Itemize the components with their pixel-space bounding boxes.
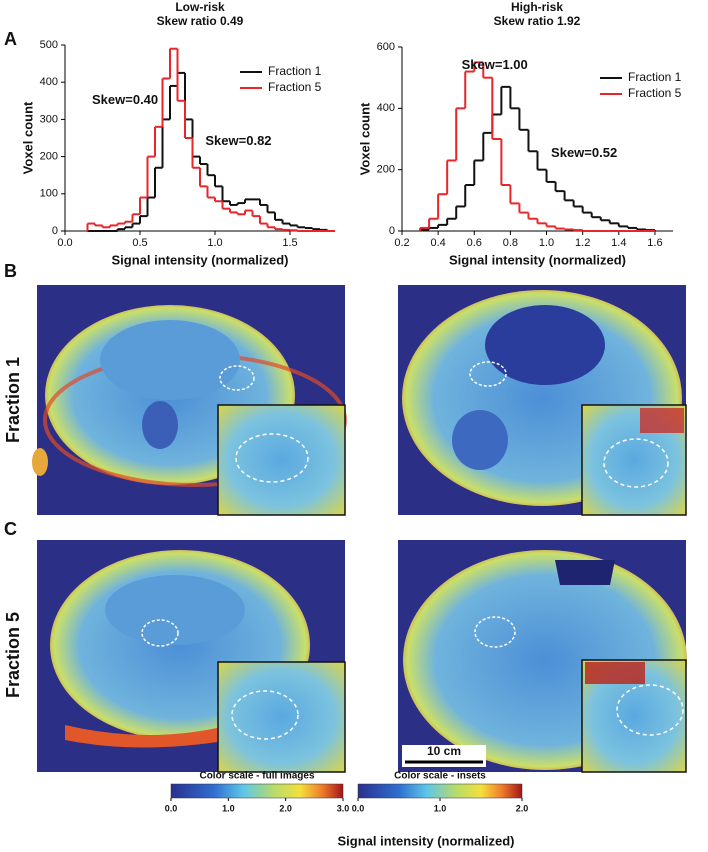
- x-axis-label: Signal intensity (normalized): [449, 252, 626, 267]
- colorbar-axis-label: Signal intensity (normalized): [338, 833, 515, 848]
- y-axis-label: Voxel count: [357, 102, 372, 175]
- x-axis-label: Signal intensity (normalized): [112, 252, 289, 267]
- y-tick-label: 400: [377, 102, 395, 114]
- panel-label: B: [4, 261, 17, 281]
- chart-subtitle: Skew ratio 1.92: [494, 14, 581, 28]
- row-label: Fraction 1: [3, 357, 23, 443]
- colorbar-tick-label: 0.0: [352, 803, 365, 813]
- colorbar: [170, 783, 344, 799]
- x-tick-label: 0.2: [394, 237, 409, 249]
- colorbar-tick-label: 3.0: [337, 803, 350, 813]
- x-tick-label: 0.5: [132, 237, 147, 249]
- y-tick-label: 300: [40, 113, 58, 125]
- y-axis-label: Voxel count: [20, 101, 35, 174]
- annotation: Skew=0.40: [92, 92, 158, 107]
- colorbar-tick-label: 1.0: [434, 803, 447, 813]
- colorbar: [357, 783, 523, 799]
- y-tick-label: 200: [40, 151, 58, 163]
- chart-title: High-risk: [511, 0, 563, 14]
- x-tick-label: 0.4: [430, 237, 445, 249]
- annotation: Skew=0.52: [551, 145, 617, 160]
- x-tick-label: 0.8: [503, 237, 518, 249]
- mr-image: [398, 540, 687, 773]
- x-tick-label: 1.2: [575, 237, 590, 249]
- panel-label: A: [4, 29, 17, 49]
- scale-bar-label: 10 cm: [427, 744, 461, 758]
- colorbar-title: Color scale - insets: [394, 771, 486, 782]
- chart-title: Low-risk: [175, 0, 225, 14]
- colorbar-tick-label: 2.0: [279, 803, 292, 813]
- colorbar-tick-label: 0.0: [165, 803, 178, 813]
- x-tick-label: 0.0: [57, 237, 72, 249]
- x-tick-label: 1.0: [539, 237, 554, 249]
- x-tick-label: 0.6: [467, 237, 482, 249]
- colorbar-tick-label: 1.0: [222, 803, 235, 813]
- legend-label: Fraction 1: [268, 64, 322, 78]
- legend-label: Fraction 5: [268, 80, 322, 94]
- mr-image: [37, 540, 346, 773]
- y-tick-label: 0: [52, 225, 58, 237]
- y-tick-label: 500: [40, 39, 58, 51]
- colorbar-title: Color scale - full images: [199, 771, 314, 782]
- y-tick-label: 100: [40, 188, 58, 200]
- y-tick-label: 400: [40, 76, 58, 88]
- annotation: Skew=1.00: [462, 57, 528, 72]
- row-label: Fraction 5: [3, 612, 23, 698]
- legend-label: Fraction 1: [628, 70, 682, 84]
- y-tick-label: 600: [377, 41, 395, 53]
- y-tick-label: 200: [377, 164, 395, 176]
- x-tick-label: 1.5: [282, 237, 297, 249]
- colorbar-tick-label: 2.0: [516, 803, 529, 813]
- x-tick-label: 1.6: [647, 237, 662, 249]
- y-tick-label: 0: [389, 225, 395, 237]
- x-tick-label: 1.4: [611, 237, 626, 249]
- x-tick-label: 1.0: [207, 237, 222, 249]
- chart-subtitle: Skew ratio 0.49: [157, 14, 244, 28]
- mr-image: [398, 285, 687, 516]
- mr-image: [32, 285, 347, 516]
- panel-label: C: [4, 519, 17, 539]
- annotation: Skew=0.82: [205, 133, 271, 148]
- legend-label: Fraction 5: [628, 86, 682, 100]
